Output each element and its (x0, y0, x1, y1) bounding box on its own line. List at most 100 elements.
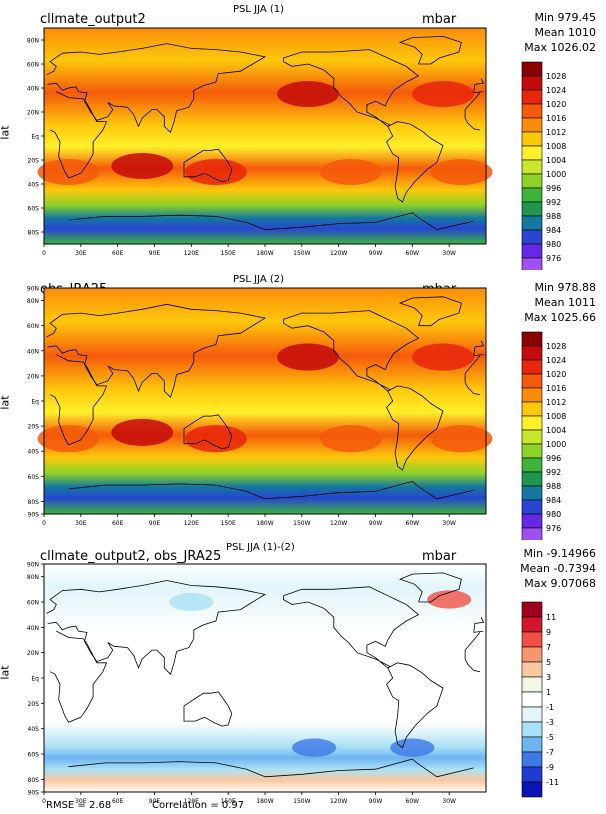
colorbar-label: 1024 (546, 356, 566, 365)
lon-tick-label: 0 (42, 520, 46, 527)
colorbar-box (521, 415, 543, 431)
colorbar-label: 1012 (546, 398, 566, 407)
colorbar-box (521, 706, 543, 723)
colorbar-label: 1008 (546, 142, 566, 151)
colorbar-label: -3 (546, 718, 554, 727)
coastline (464, 117, 480, 131)
rmse-label: RMSE = 2.68 (46, 800, 112, 811)
stat-max: Max 9.07068 (524, 577, 596, 590)
pressure-center (37, 159, 100, 185)
field-background (44, 288, 486, 514)
pressure-center (320, 159, 382, 185)
colorbar-label: 980 (546, 240, 561, 249)
colorbar-box (521, 646, 543, 663)
coastline (49, 354, 108, 446)
colorbar-label: 3 (546, 673, 551, 682)
panel-3: PSL JJA (1)-(2) cllmate_output2, obs_JRA… (0, 540, 606, 814)
lat-tick-label: 80S (28, 777, 40, 784)
lon-tick-label: 30W (442, 250, 456, 257)
colorbar-label: 988 (546, 482, 561, 491)
colorbar-box (521, 401, 543, 417)
lon-tick-label: 180W (256, 250, 273, 257)
pressure-center (412, 343, 474, 371)
colorbar-label: 996 (546, 454, 561, 463)
colorbar-label: 1028 (546, 342, 566, 351)
lon-tick-label: 180W (256, 798, 273, 805)
lon-tick-label: 150E (221, 798, 236, 805)
units-label: mbar (422, 549, 457, 564)
coastline (49, 630, 108, 723)
lat-tick-label: Eq (31, 134, 39, 141)
lat-tick-label: 20S (28, 701, 40, 708)
colorbar-label: -5 (546, 733, 554, 742)
coastline (464, 632, 481, 659)
lat-tick-label: 60S (28, 474, 40, 481)
colorbar-label: -9 (546, 763, 554, 772)
coastline (473, 340, 485, 356)
colorbar-label: 992 (546, 468, 561, 477)
coastline (68, 761, 266, 778)
lat-tick-label: 90S (28, 512, 40, 519)
lon-tick-label: 120W (330, 798, 347, 805)
colorbar-label: 7 (546, 643, 551, 652)
lat-tick-label: 20N (27, 110, 39, 117)
colorbar-box (521, 243, 543, 259)
lon-tick-label: 30E (75, 250, 87, 257)
colorbar-label: 1016 (546, 384, 566, 393)
coastline (386, 385, 444, 471)
colorbar-label: 1020 (546, 100, 566, 109)
lon-tick-label: 150W (293, 520, 310, 527)
stats-block: Min 978.88 Mean 1011 Max 1025.66 (524, 280, 596, 325)
lon-tick-label: 150W (293, 250, 310, 257)
colorbar-box (521, 499, 543, 515)
colorbar-label: 1012 (546, 128, 566, 137)
colorbar-label: 1000 (546, 170, 566, 179)
lon-tick-label: 30E (75, 520, 87, 527)
colorbar-box (521, 187, 543, 203)
lon-tick-label: 0 (42, 798, 46, 805)
coastline (183, 148, 233, 183)
colorbar-label: 992 (546, 198, 561, 207)
panel-title: PSL JJA (1) (233, 4, 285, 15)
panel-1: PSL JJA (1) cllmate_output2 mbar Min 979… (0, 0, 606, 270)
pressure-center (184, 425, 247, 453)
colorbar-box (521, 331, 543, 347)
pressure-center (111, 418, 174, 446)
stat-min: Min 979.45 (534, 11, 596, 24)
anomaly-center (427, 590, 472, 609)
map-plot: 80N 60N 40N 20N Eq 20S 40S 60S 80S 0 30E 60E 90E 120E… (27, 27, 566, 270)
lon-tick-label: 120E (184, 520, 199, 527)
colorbar-box (521, 781, 543, 798)
lat-tick-label: 20N (27, 373, 39, 380)
lon-tick-label: 60E (112, 520, 124, 527)
left-title: cllmate_output2 (40, 12, 146, 27)
lat-tick-label: 60N (27, 62, 39, 69)
colorbar-box (521, 513, 543, 529)
lat-tick-label: 40S (28, 449, 40, 456)
pressure-center (412, 81, 474, 107)
coastline (68, 483, 266, 500)
colorbar-box (521, 215, 543, 231)
coastline (386, 662, 444, 749)
pressure-center (277, 81, 339, 107)
anomaly-center (169, 592, 214, 612)
lat-tick-label: 20S (28, 424, 40, 431)
lon-tick-label: 90W (369, 798, 383, 805)
lon-tick-label: 0 (42, 250, 46, 257)
pressure-center (320, 425, 382, 453)
lon-tick-label: 90W (369, 250, 383, 257)
coastline (282, 586, 420, 669)
lat-tick-label: 40S (28, 182, 40, 189)
lat-tick-label: 90N (27, 286, 39, 293)
coastline (183, 414, 233, 450)
colorbar-box (521, 691, 543, 708)
lon-tick-label: 60W (406, 798, 420, 805)
colorbar-box (521, 117, 543, 133)
coastline (464, 658, 480, 673)
lon-tick-label: 150E (221, 520, 236, 527)
lat-tick-label: 40N (27, 348, 39, 355)
lon-tick-label: 30W (442, 520, 456, 527)
coastline (398, 35, 462, 65)
colorbar-label: 984 (546, 496, 561, 505)
lon-tick-label: 60E (112, 250, 124, 257)
